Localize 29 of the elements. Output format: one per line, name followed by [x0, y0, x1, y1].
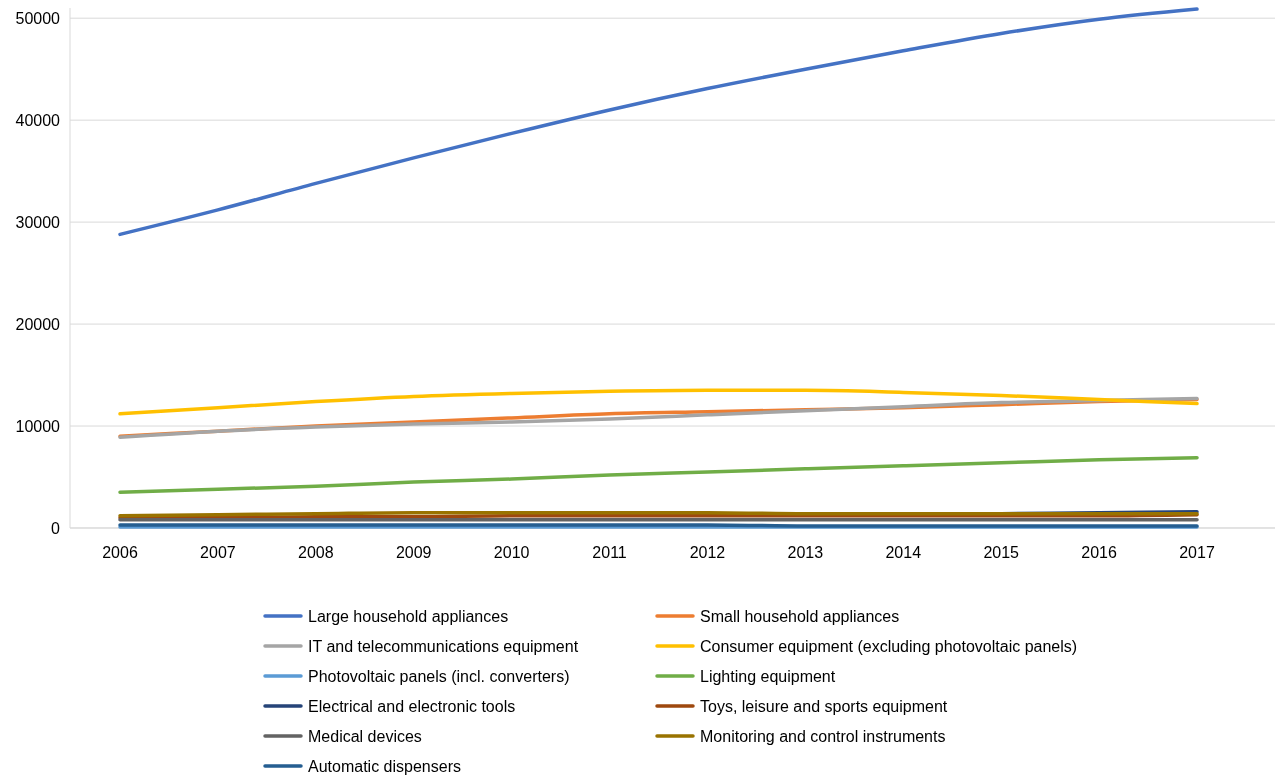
legend-label: Consumer equipment (excluding photovoltaic panels) — [700, 637, 1078, 655]
y-tick-label: 20000 — [15, 315, 61, 333]
y-tick-label: 50000 — [15, 9, 61, 27]
legend-label: Electrical and electronic tools — [308, 697, 516, 715]
x-tick-label: 2017 — [1179, 544, 1215, 561]
x-tick-label: 2010 — [493, 544, 530, 561]
x-tick-label: 2008 — [298, 544, 334, 561]
legend-label: Photovoltaic panels (incl. converters) — [308, 667, 570, 685]
legend-label: Medical devices — [308, 727, 422, 745]
x-tick-label: 2015 — [983, 544, 1020, 561]
x-tick-label: 2014 — [885, 544, 922, 561]
x-tick-label: 2016 — [1081, 544, 1117, 561]
y-tick-label: 30000 — [15, 213, 61, 231]
x-tick-label: 2011 — [592, 544, 627, 561]
x-tick-label: 2012 — [689, 544, 726, 561]
x-tick-label: 2007 — [200, 544, 236, 561]
legend-label: Monitoring and control instruments — [700, 727, 946, 745]
y-tick-label: 40000 — [15, 111, 61, 129]
x-tick-label: 2013 — [787, 544, 824, 561]
legend-label: Lighting equipment — [700, 667, 836, 685]
y-tick-label: 10000 — [15, 417, 61, 435]
legend-label: Toys, leisure and sports equipment — [700, 697, 948, 715]
x-tick-label: 2009 — [395, 544, 432, 561]
legend-label: Automatic dispensers — [308, 757, 461, 775]
y-tick-label: 0 — [51, 519, 61, 537]
legend-label: Small household appliances — [700, 607, 900, 625]
legend-label: IT and telecommunications equipment — [308, 637, 579, 655]
legend-label: Large household appliances — [308, 607, 509, 625]
x-tick-label: 2006 — [102, 544, 138, 561]
